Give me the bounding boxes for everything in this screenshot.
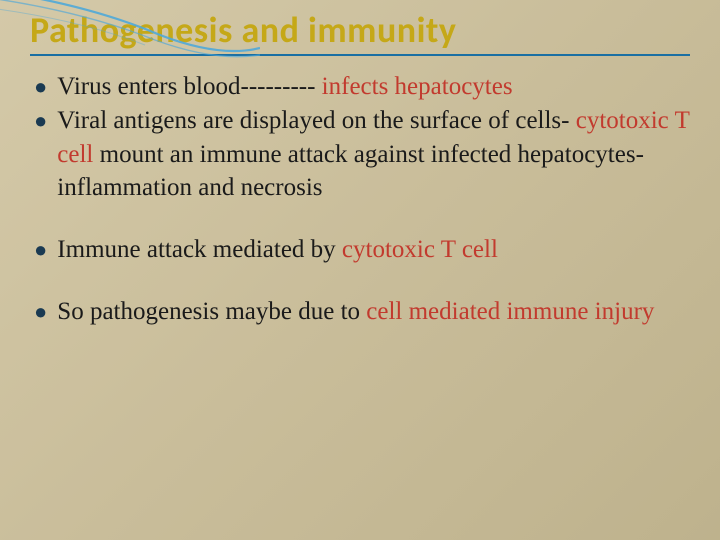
plain-text: Virus enters blood---------	[57, 73, 321, 100]
plain-text: So pathogenesis maybe due to	[57, 298, 366, 325]
plain-text: Viral antigens are displayed on the surf…	[57, 107, 575, 134]
bullet-item: ● So pathogenesis maybe due to cell media…	[34, 295, 690, 329]
highlight-text: cell mediated immune injury	[366, 298, 654, 325]
slide-title: Pathogenesis and immunity	[30, 8, 690, 52]
bullet-text: Virus enters blood--------- infects hepa…	[57, 70, 690, 104]
slide-container: Pathogenesis and immunity ● Virus enters …	[0, 0, 720, 540]
bullet-text: Viral antigens are displayed on the surf…	[57, 104, 690, 205]
slide-content: ● Virus enters blood--------- infects hep…	[30, 70, 690, 329]
bullet-marker-icon: ●	[34, 233, 47, 267]
bullet-group: ● Immune attack mediated by cytotoxic T c…	[34, 233, 690, 267]
bullet-marker-icon: ●	[34, 104, 47, 205]
title-underline	[30, 54, 690, 56]
bullet-text: Immune attack mediated by cytotoxic T ce…	[57, 233, 690, 267]
bullet-item: ● Virus enters blood--------- infects hep…	[34, 70, 690, 104]
bullet-marker-icon: ●	[34, 295, 47, 329]
bullet-item: ● Immune attack mediated by cytotoxic T c…	[34, 233, 690, 267]
bullet-item: ● Viral antigens are displayed on the sur…	[34, 104, 690, 205]
highlight-text: infects hepatocytes	[322, 73, 513, 100]
plain-text: Immune attack mediated by	[57, 236, 342, 263]
bullet-group: ● Virus enters blood--------- infects hep…	[34, 70, 690, 205]
bullet-marker-icon: ●	[34, 70, 47, 104]
highlight-text: cytotoxic T cell	[342, 236, 498, 263]
bullet-text: So pathogenesis maybe due to cell mediat…	[57, 295, 690, 329]
bullet-group: ● So pathogenesis maybe due to cell media…	[34, 295, 690, 329]
plain-text: mount an immune attack against infected …	[57, 141, 644, 202]
